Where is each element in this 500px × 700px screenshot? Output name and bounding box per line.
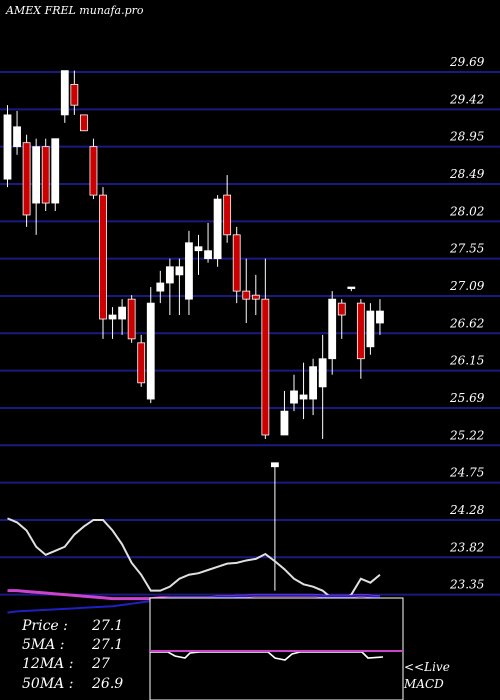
macd-panel	[149, 597, 404, 700]
y-tick-label: 24.75	[449, 466, 484, 480]
candle-body	[204, 250, 212, 260]
candle-body	[146, 302, 155, 400]
candlesticks	[3, 70, 384, 591]
candle-body	[3, 114, 12, 180]
ma50-value: 26.9	[91, 676, 123, 692]
y-tick-label: 28.49	[449, 167, 485, 181]
y-tick-label: 23.82	[449, 540, 484, 554]
candle-body	[60, 70, 69, 116]
candle-body	[194, 246, 203, 252]
candle-body	[51, 138, 60, 204]
price-value: 27.1	[91, 618, 123, 634]
y-tick-label: 29.42	[449, 92, 484, 106]
candle-body	[118, 306, 126, 320]
ma12-value: 27	[91, 656, 110, 672]
y-tick-label: 27.55	[449, 242, 484, 256]
ma-line-ma_short	[7, 517, 381, 602]
ma12-label: 12MA :	[22, 656, 73, 672]
candle-body	[127, 298, 136, 340]
candle-body	[156, 282, 165, 292]
candle-body	[337, 302, 346, 316]
candle-body	[251, 294, 260, 300]
ma50-label: 50MA :	[22, 676, 73, 692]
y-tick-label: 25.69	[449, 391, 485, 405]
candle-body	[261, 298, 270, 436]
candle-body	[22, 142, 31, 216]
y-tick-label: 28.02	[449, 204, 484, 218]
y-tick-label: 26.15	[449, 354, 484, 368]
candle-body	[137, 342, 146, 384]
candle-body	[376, 310, 384, 324]
candle-body	[213, 198, 222, 260]
candle-body	[270, 462, 279, 468]
candle-body	[223, 194, 232, 236]
macd-label: MACD	[403, 677, 444, 691]
y-tick-label: 28.95	[449, 130, 484, 144]
candle-body	[328, 298, 337, 360]
y-tick-label: 25.22	[449, 428, 484, 442]
candle-body	[366, 310, 375, 348]
candle-body	[347, 286, 356, 289]
candle-body	[318, 358, 327, 388]
ma5-label: 5MA :	[22, 637, 65, 653]
candle-body	[32, 146, 41, 204]
candle-body	[108, 314, 117, 320]
chart-title: AMEX FREL munafa.pro	[5, 4, 144, 17]
candle-body	[41, 146, 50, 204]
candle-body	[242, 290, 251, 300]
y-tick-label: 29.69	[449, 55, 485, 69]
price-grid	[0, 71, 500, 596]
ma5-value: 27.1	[91, 637, 123, 653]
y-tick-label: 23.35	[449, 578, 484, 592]
y-axis-ticks: 29.69 29.42 28.95 28.49 28.02 27.55 27.09 26.62…	[449, 55, 485, 592]
candle-body	[280, 410, 289, 436]
candle-body	[309, 366, 318, 400]
candle-body	[232, 234, 241, 292]
candle-body	[356, 302, 365, 360]
candle-body	[89, 146, 98, 196]
candle-body	[70, 84, 79, 106]
y-tick-label: 24.28	[449, 503, 485, 517]
y-tick-label: 26.62	[449, 316, 484, 330]
candle-body	[80, 114, 88, 132]
macd-live-label: <<Live	[404, 660, 450, 674]
candle-body	[175, 266, 184, 276]
candle-body	[13, 126, 21, 148]
price-label: Price :	[21, 618, 68, 634]
candle-body	[99, 194, 107, 320]
y-tick-label: 27.09	[449, 279, 485, 293]
candle-body	[185, 242, 193, 300]
candle-body	[299, 394, 308, 400]
stats-block: Price : 27.1 5MA : 27.1 12MA : 27 50MA :…	[21, 618, 123, 692]
candle-body	[165, 266, 174, 284]
candle-body	[290, 390, 298, 404]
